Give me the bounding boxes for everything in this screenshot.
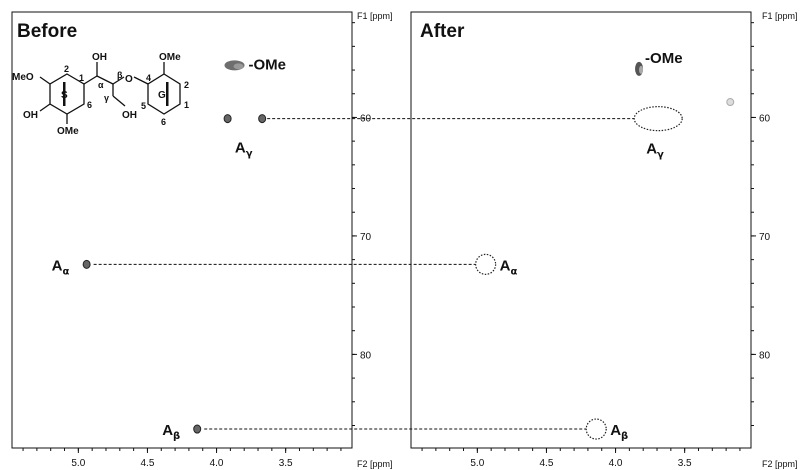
svg-text:G: G: [158, 90, 166, 101]
lignin-structure-diagram: MeO OH OMe OH O OH OMe S G α β γ 1 2 6 4…: [12, 52, 189, 137]
after-panel-frame: [410, 11, 752, 449]
before-peak-γ: [258, 114, 267, 124]
before-f2-axis-title: F2 [ppm]: [357, 459, 393, 469]
before-y-tick-label: 60: [360, 113, 372, 124]
svg-text:6: 6: [87, 100, 92, 110]
svg-text:OH: OH: [92, 52, 107, 63]
svg-text:α: α: [98, 80, 104, 90]
after-title: After: [420, 21, 465, 42]
before-x-tick-label: 5.0: [71, 458, 85, 469]
after-x-tick-label: 4.0: [609, 458, 623, 469]
before-x-tick-label: 4.0: [210, 458, 224, 469]
after-missing-gamma-outline: [633, 106, 683, 132]
after-gamma-label: Aγ: [646, 141, 664, 161]
svg-text:β: β: [117, 70, 123, 80]
svg-text:OMe: OMe: [57, 126, 79, 137]
before-panel-frame: [11, 11, 353, 449]
after-f1-axis-title: F1 [ppm]: [762, 11, 798, 21]
after-ome-peak-core: [639, 65, 644, 74]
after-y-tick-label: 70: [759, 232, 771, 243]
svg-text:2: 2: [64, 64, 69, 74]
svg-text:4: 4: [146, 73, 151, 83]
before-y-tick-label: 80: [360, 350, 372, 361]
chart-marks: 5.0 4.5 4.0 3.5 60 70 80 5.0 4.5 4.0 3.5 60 70 80 -OMe…: [22, 22, 771, 469]
svg-text:MeO: MeO: [12, 72, 34, 83]
svg-text:O: O: [125, 74, 133, 85]
before-beta-label: Aβ: [162, 422, 180, 442]
svg-text:1: 1: [79, 73, 84, 83]
before-y-tick-label: 70: [360, 232, 372, 243]
before-x-tick-label: 3.5: [279, 458, 293, 469]
after-f2-axis-title: F2 [ppm]: [762, 459, 798, 469]
svg-text:2: 2: [184, 80, 189, 90]
svg-text:γ: γ: [104, 93, 109, 103]
before-alpha-label: Aα: [52, 257, 70, 277]
after-x-tick-label: 4.5: [539, 458, 553, 469]
after-beta-label: Aβ: [610, 422, 628, 442]
before-x-tick-label: 4.5: [140, 458, 154, 469]
svg-text:S: S: [61, 90, 68, 101]
svg-text:OH: OH: [122, 110, 137, 121]
svg-text:OH: OH: [23, 110, 38, 121]
after-missing-beta-outline: [585, 418, 607, 440]
before-f1-axis-title: F1 [ppm]: [357, 11, 393, 21]
svg-text:6: 6: [161, 117, 166, 127]
svg-text:1: 1: [184, 100, 189, 110]
before-title: Before: [17, 21, 77, 42]
after-y-tick-label: 80: [759, 350, 771, 361]
after-x-tick-label: 3.5: [678, 458, 692, 469]
after-alpha-label: Aα: [500, 257, 518, 277]
svg-text:5: 5: [141, 101, 146, 111]
before-ome-label: -OMe: [249, 56, 287, 73]
after-unlabeled-peak: [726, 98, 735, 107]
after-x-tick-label: 5.0: [470, 458, 484, 469]
before-peak-β: [193, 424, 202, 434]
after-ome-label: -OMe: [645, 50, 683, 67]
svg-text:OMe: OMe: [159, 52, 181, 63]
before-ome-peak-core: [233, 63, 244, 70]
before-peak-γ: [223, 114, 232, 124]
after-y-tick-label: 60: [759, 113, 771, 124]
after-missing-alpha-outline: [475, 253, 497, 275]
before-gamma-label: Aγ: [235, 140, 253, 160]
before-peak-α: [82, 259, 91, 269]
